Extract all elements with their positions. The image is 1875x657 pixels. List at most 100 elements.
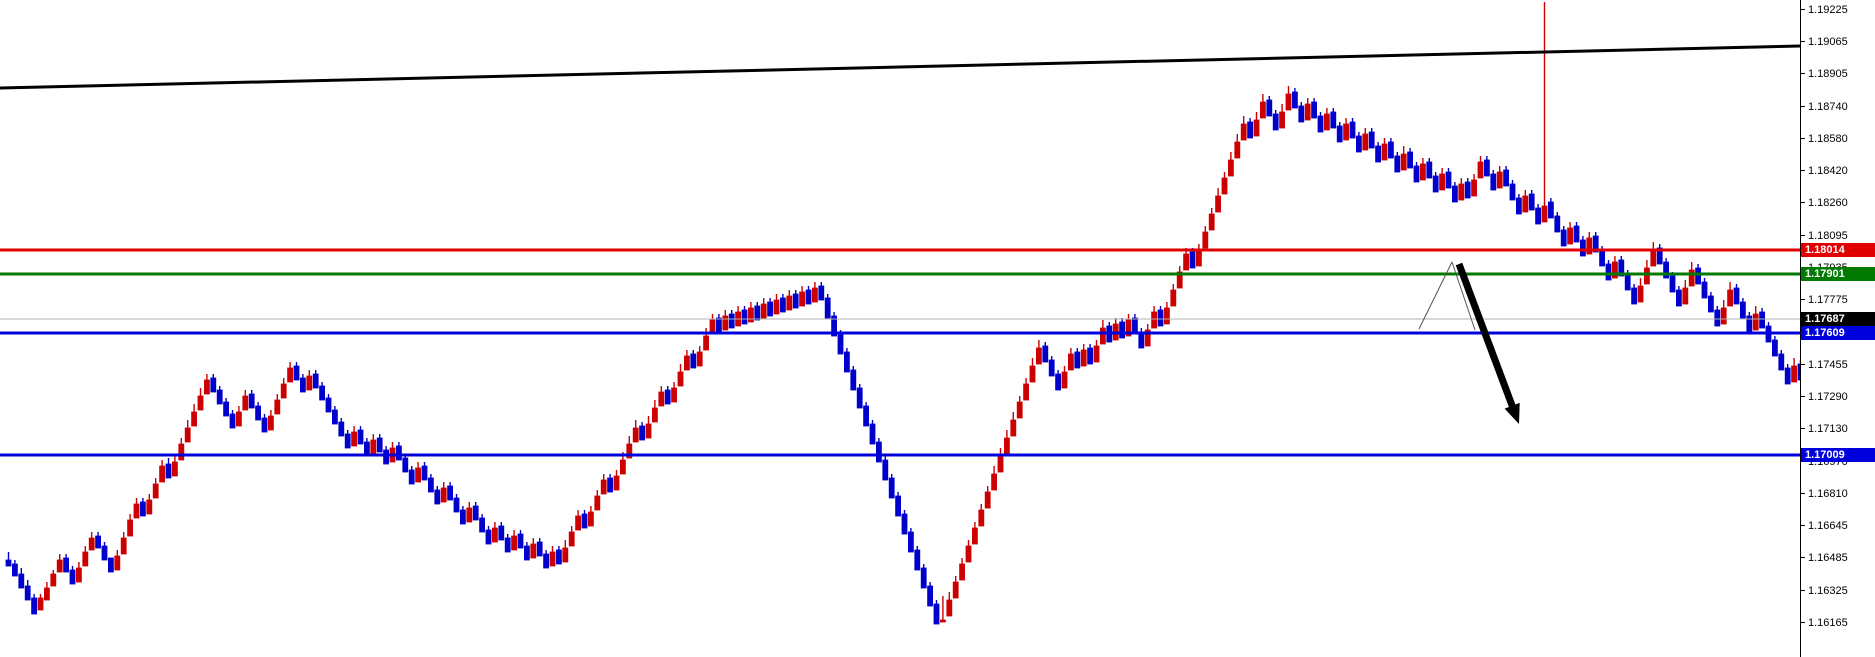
candle-body [1266,99,1273,117]
candle-body [37,597,44,611]
candle-body [1573,225,1580,243]
price-axis[interactable]: 1.19225 1.19065 1.18905 1.18740 1.18580 1.184… [1800,0,1875,657]
candle-body [600,479,607,495]
candle-body [716,317,722,333]
candle-body [223,401,230,417]
candle-body [171,461,178,477]
price-badge-level-blue-upper[interactable]: 1.17609 [1801,326,1875,340]
candle-body [626,443,633,459]
candle-body [1253,119,1260,137]
candle-body [1605,263,1612,281]
candle-body [11,563,18,577]
candle-body [1548,201,1554,219]
candle-body [639,425,645,441]
price-badge-level-blue-lower[interactable]: 1.17009 [1801,448,1875,462]
candle-body [543,553,549,569]
candle-body [1586,237,1593,255]
candle-body [799,291,805,307]
candle-body [1183,253,1189,271]
candle-body [952,581,959,599]
axis-tick-label: 1.19065 [1801,35,1848,49]
candle-body [786,295,793,311]
candle-body [517,533,524,549]
candle-body [1196,249,1202,267]
candle-body [844,351,850,373]
forecast-arrow-shaft[interactable] [1455,262,1519,415]
candle-body [1708,295,1714,313]
chart-canvas[interactable] [0,0,1800,657]
pointer-lines-layer [1418,261,1476,331]
forecast-arrow-head[interactable] [1504,402,1520,424]
candle-body [472,505,479,521]
candle-body [1407,151,1413,169]
candle-body [165,463,172,479]
candle-body [984,491,991,509]
candle-body [959,563,965,581]
candle-body [1093,345,1100,363]
candle-body [24,585,31,601]
candle-body [1042,345,1049,363]
candle-body [722,315,729,331]
candle-body [1580,239,1586,257]
axis-tick-label: 1.18905 [1801,67,1848,81]
candle-body [1624,273,1631,291]
candle-body [927,585,933,607]
price-badge-resistance-red[interactable]: 1.18014 [1801,243,1875,257]
candle-body [1484,159,1490,177]
candle-body [1477,161,1484,179]
candle-body [408,469,415,485]
price-badge-current-price-black[interactable]: 1.17687 [1801,312,1875,326]
candle-body [216,389,223,405]
candle-body [1189,251,1196,269]
trendline[interactable] [0,44,1800,90]
candle-body [210,377,217,393]
price-badge-support-green[interactable]: 1.17901 [1801,267,1875,281]
candle-body [1541,205,1548,223]
candle-body [1285,93,1292,111]
candle-body [1733,287,1740,305]
candle-body [1055,373,1061,391]
candle-body [1650,249,1657,267]
candle-body [1317,115,1324,133]
candle-body [18,573,25,589]
candle-body [1516,197,1522,215]
pointer-line-left[interactable] [1418,261,1453,330]
candle-body [696,351,703,367]
candle-body [1464,181,1471,199]
candle-body [767,301,773,317]
candle-body [991,473,997,491]
candle-body [901,513,908,535]
candle-body [146,499,153,515]
candle-body [248,393,255,409]
candle-body [1669,275,1676,293]
candle-body [1298,105,1305,123]
candle-body [1490,173,1497,191]
candle-body [978,509,985,527]
candle-body [863,405,869,427]
chart-plot-area[interactable] [0,0,1800,657]
candle-body [415,467,422,483]
candle-body [395,445,402,461]
candle-body [933,603,940,625]
candle-body [754,305,761,321]
candle-body [812,287,818,303]
candle-body [856,387,863,409]
candle-body [1637,285,1644,303]
axis-tick-label: 1.16325 [1801,584,1848,598]
pointer-line-right[interactable] [1451,261,1476,331]
candle-body [965,545,972,563]
candle-body [876,441,882,463]
candle-body [1759,311,1765,329]
candle-body [1247,121,1253,139]
candle-body [914,549,921,571]
candle-body [108,557,114,573]
candle-body [299,377,306,393]
candle-body [1061,371,1068,389]
candle-body [946,599,953,617]
candle-body [562,547,569,563]
candle-body [1445,171,1452,189]
candle-body [1797,363,1800,381]
candle-body [504,537,511,553]
candle-body [1260,101,1266,119]
